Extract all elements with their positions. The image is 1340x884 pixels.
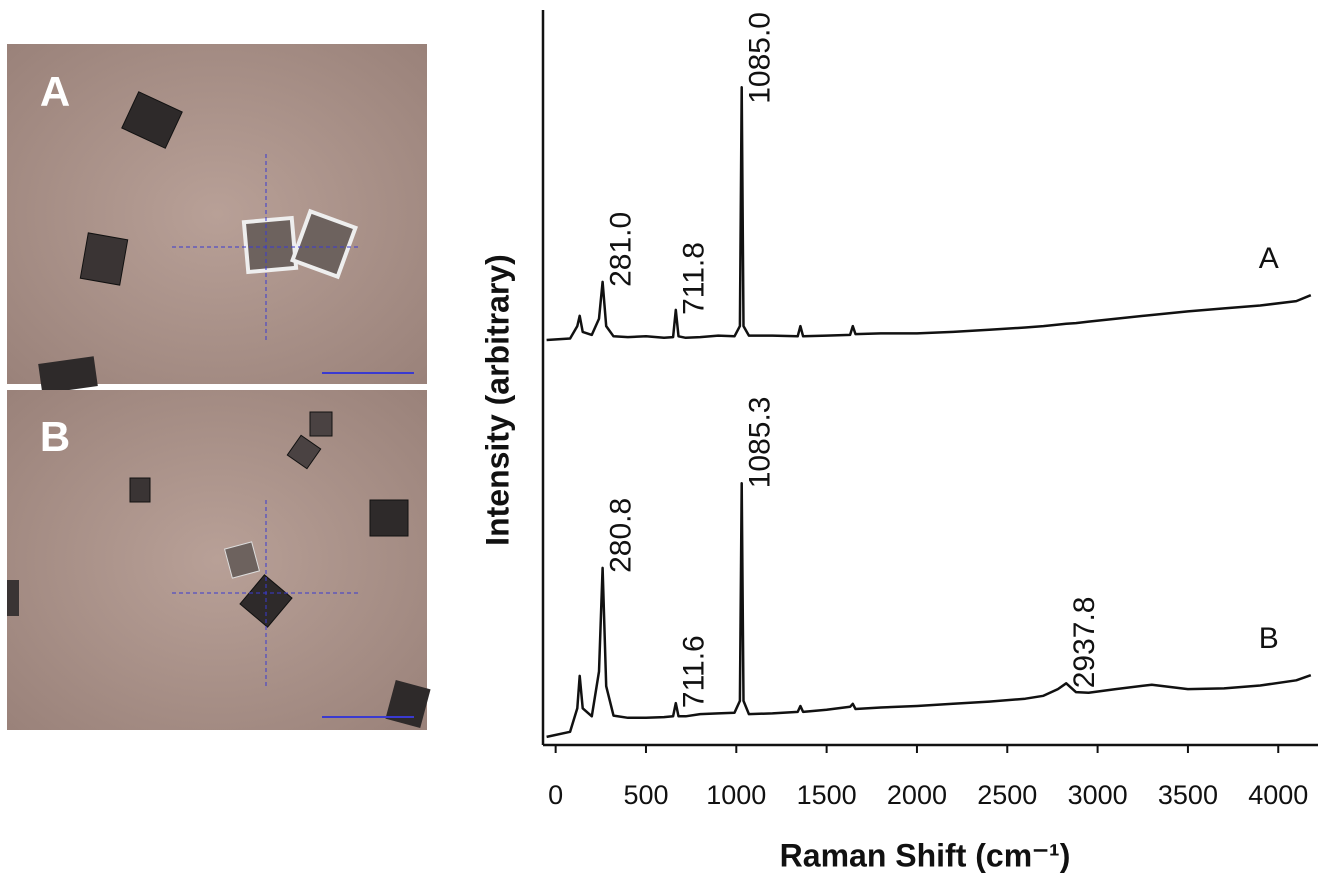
peak-label: 711.6 [678,635,711,708]
spectrum-line [546,85,1312,342]
micrograph-b: B [7,390,431,730]
x-tick-label: 2500 [977,780,1037,810]
panel-label: B [40,413,70,460]
series-label: A [1259,242,1279,275]
x-tick-label: 4000 [1248,780,1308,810]
micrograph-a: A [7,44,427,394]
y-axis-title: Intensity (arbitrary) [479,254,515,546]
panel-label: A [40,68,70,115]
spectrum-line [546,482,1312,739]
peak-label: 1085.3 [744,397,777,489]
x-axis-title: Raman Shift (cm⁻¹) [780,837,1071,873]
x-tick-label: 0 [548,780,563,810]
x-tick-label: 1500 [797,780,857,810]
x-tick-label: 3000 [1068,780,1128,810]
peak-label: 711.8 [678,242,711,315]
peak-label: 281.0 [605,212,638,287]
x-tick-label: 2000 [887,780,947,810]
x-tick-label: 3500 [1158,780,1218,810]
peak-label: 280.8 [605,498,638,573]
peak-label: 2937.8 [1068,597,1101,689]
series-label: B [1259,622,1279,655]
peak-label: 1085.0 [744,12,777,104]
x-tick-label: 500 [623,780,668,810]
x-tick-label: 1000 [706,780,766,810]
